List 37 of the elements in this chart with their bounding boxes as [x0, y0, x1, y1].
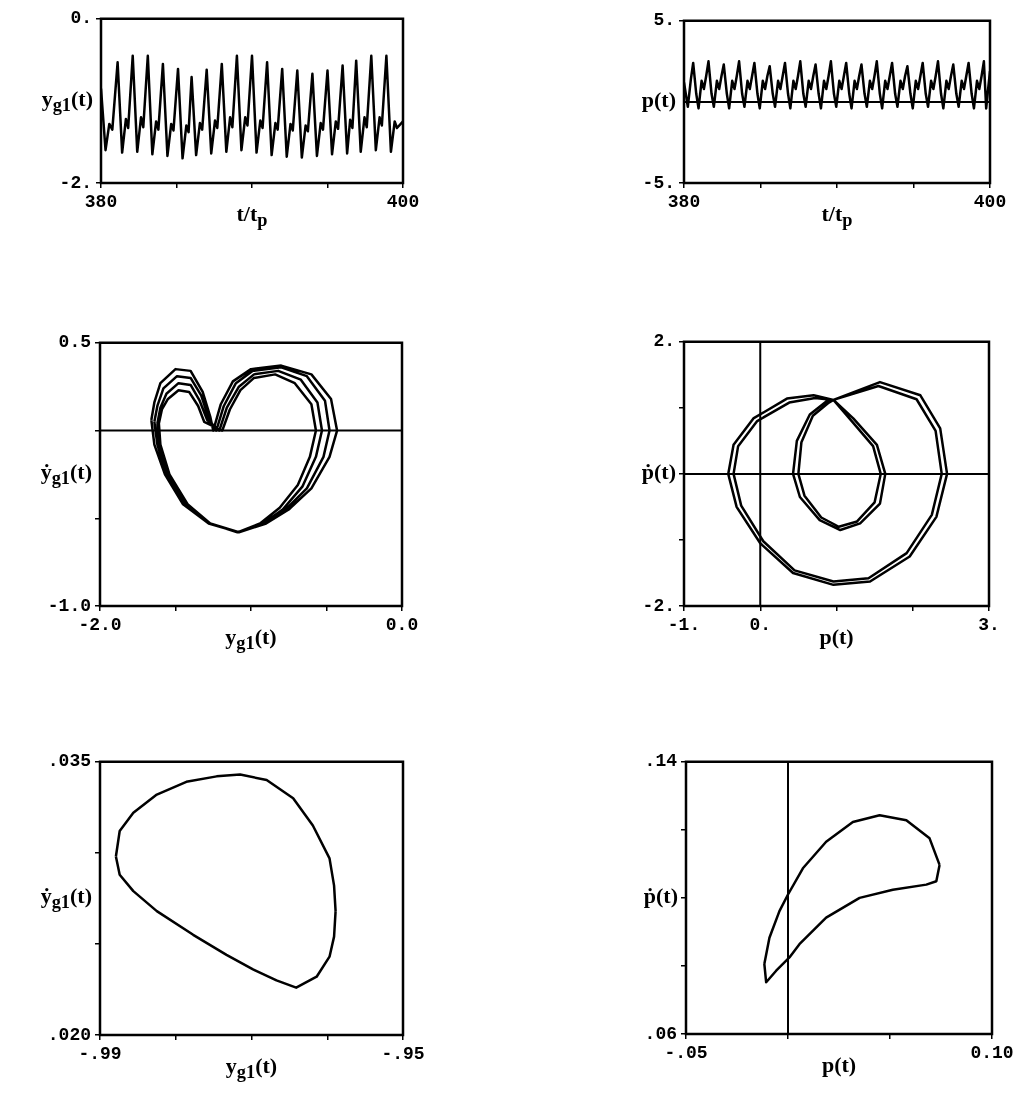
y-axis-title: ẏ$_{g1}$(t) — [39, 883, 92, 914]
x-tick-label: 380 — [84, 192, 118, 213]
x-axis-title: y$_{g1}$(t) — [224, 1053, 279, 1084]
x-tick-label: 380 — [667, 192, 701, 213]
y-tick-label: .035 — [47, 751, 91, 772]
y-axis-title: p(t) — [640, 86, 676, 113]
x-tick-label: 0. — [749, 615, 772, 636]
y-tick-label: -2. — [59, 172, 92, 193]
y-tick-label: 0.5 — [58, 332, 91, 353]
y-axis-title: ṗ(t) — [642, 882, 678, 909]
x-tick-label: -.95 — [381, 1044, 425, 1065]
y-tick-label: .06 — [644, 1023, 677, 1044]
x-tick-label: -.99 — [78, 1044, 122, 1065]
x-tick-label: -.05 — [664, 1043, 708, 1064]
y-axis-title: ṗ(t) — [640, 458, 676, 485]
y-axis-title: y$_{g1}$(t) — [40, 85, 93, 116]
x-tick-label: 0.10 — [970, 1043, 1014, 1064]
y-tick-label: .020 — [47, 1024, 91, 1045]
x-axis-title: t/t$_{p}$ — [820, 201, 854, 232]
y-axis-title: ẏ$_{g1}$(t) — [39, 459, 92, 490]
y-tick-label: .14 — [644, 751, 678, 772]
y-tick-label: -5. — [642, 172, 675, 193]
x-axis-title: y$_{g1}$(t) — [224, 624, 278, 655]
y-tick-label: 2. — [653, 331, 675, 352]
x-tick-label: -1. — [667, 615, 701, 636]
x-tick-label: -2.0 — [78, 615, 122, 636]
x-tick-label: 3. — [978, 615, 1000, 636]
x-axis-title: p(t) — [820, 1052, 858, 1078]
x-tick-label: 0.0 — [385, 615, 419, 636]
y-tick-label: -1.0 — [47, 595, 91, 616]
y-tick-label: 0. — [70, 8, 92, 29]
y-tick-label: -2. — [642, 595, 675, 616]
x-axis-title: p(t) — [819, 624, 854, 649]
x-axis-title: t/t$_{p}$ — [235, 201, 269, 232]
x-tick-label: 400 — [973, 192, 1007, 213]
y-tick-label: 5. — [653, 10, 675, 31]
x-tick-label: 400 — [386, 192, 420, 213]
